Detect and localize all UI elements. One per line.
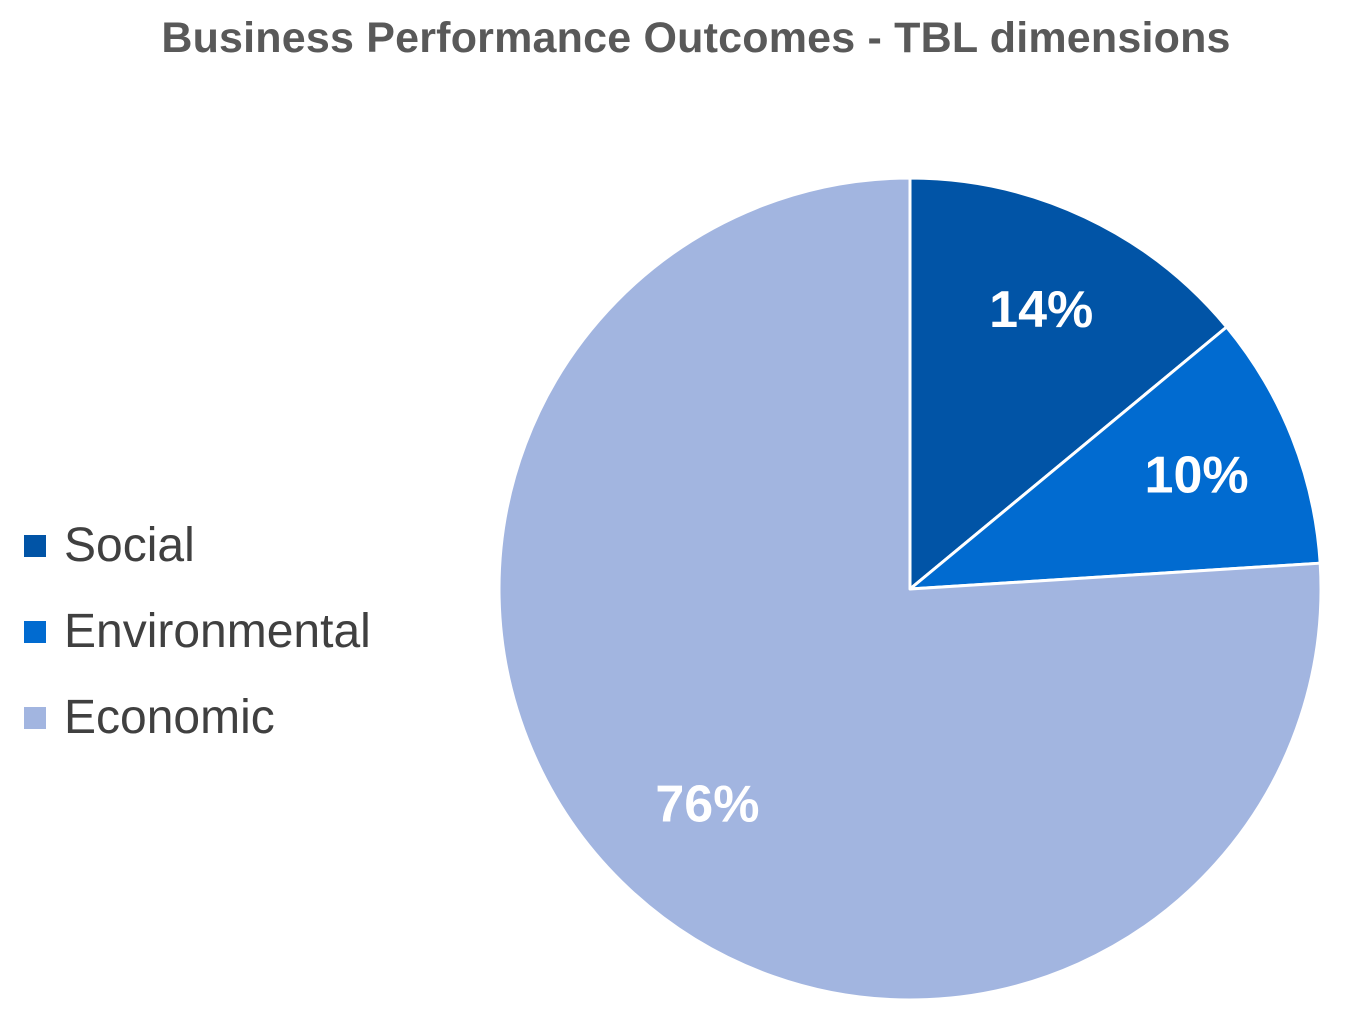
legend-label-social: Social <box>64 519 195 572</box>
pie-label-social: 14% <box>989 281 1093 339</box>
pie-slice-environmental <box>908 325 1322 591</box>
legend-label-economic: Economic <box>64 691 275 744</box>
pie-label-environmental: 10% <box>1145 447 1249 505</box>
legend-swatch-social <box>24 535 46 557</box>
legend-item-social: Social <box>24 503 371 589</box>
chart-title: Business Performance Outcomes - TBL dime… <box>161 14 1231 62</box>
pie-label-economic: 76% <box>655 776 759 834</box>
pie-slices <box>497 176 1323 1002</box>
legend: Social Environmental Economic <box>24 503 371 761</box>
legend-item-economic: Economic <box>24 675 371 761</box>
legend-label-environmental: Environmental <box>64 605 371 658</box>
pie-slice-labels: 14% 10% 76% <box>655 281 1248 834</box>
legend-swatch-economic <box>24 707 46 729</box>
legend-swatch-environmental <box>24 621 46 643</box>
pie-slice-social <box>908 176 1229 591</box>
pie-slice-economic <box>497 176 1323 1002</box>
legend-item-environmental: Environmental <box>24 589 371 675</box>
